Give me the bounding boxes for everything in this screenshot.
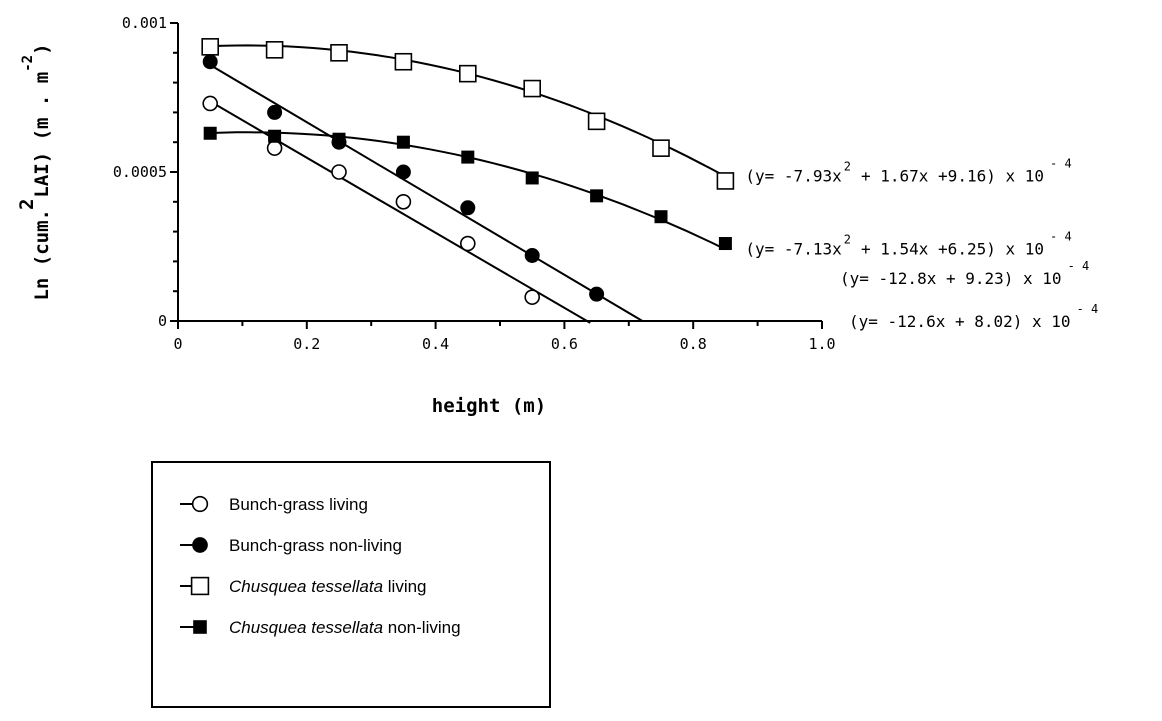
x-tick-label: 0.4 [422, 335, 449, 353]
legend-item: Bunch-grass living [180, 495, 368, 514]
data-point-series-4 [332, 132, 346, 146]
y-axis-title: Ln (cum. LAI) (m . m-2) [20, 43, 53, 300]
legend-items: Bunch-grass living Bunch-grass non-living… [180, 495, 461, 637]
legend-item: Bunch-grass non-living [180, 536, 402, 555]
data-point-series-2 [202, 54, 218, 70]
x-tick-label: 0.2 [293, 335, 320, 353]
data-point-series-4 [268, 129, 282, 143]
equation-series-1: (y= -12.6x + 8.02) x 10 - 4 [849, 302, 1098, 331]
data-point-series-1 [524, 289, 541, 305]
equation-text: (y= -12.8x + 9.23) x 10 [840, 269, 1062, 288]
y-axis-title-sup: 2 [16, 199, 38, 210]
equation-exponent: - 4 [1050, 229, 1072, 243]
legend-item: Chusquea tessellata living [180, 576, 427, 596]
legend-box [151, 461, 551, 708]
legend-label: Chusquea tessellata living [229, 577, 427, 596]
equations: (y= -12.6x + 8.02) x 10- 4(y= -12.8x + 9… [745, 156, 1098, 331]
equation-series-2: (y= -12.8x + 9.23) x 10 - 4 [840, 259, 1089, 288]
data-point-series-4 [525, 171, 539, 185]
legend-marker [193, 620, 207, 634]
equation-series-4: (y= -7.13x + 1.54x +6.25) x 102 - 4 [745, 229, 1071, 258]
data-point-series-3 [394, 52, 413, 71]
data-point-series-1 [459, 235, 476, 252]
equation-exponent: - 4 [1068, 259, 1090, 273]
fit-line-series-4 [210, 131, 726, 251]
equation-exponent: - 4 [1077, 302, 1099, 316]
data-point-series-1 [331, 164, 347, 180]
data-point-series-4 [718, 237, 732, 251]
x-tick-label: 0.8 [680, 335, 707, 353]
data-point-series-4 [396, 135, 410, 149]
y-tick-label: 0.001 [122, 14, 167, 32]
data-point-series-2 [524, 247, 540, 263]
fit-line-series-2 [209, 64, 644, 323]
y-axis-title-group: Ln (cum. LAI) (m . m-2) 2 [16, 43, 53, 300]
legend-marker [191, 495, 209, 513]
data-markers [201, 38, 735, 305]
data-point-series-4 [203, 126, 217, 140]
fit-lines [209, 44, 726, 324]
y-tick-label: 0 [158, 312, 167, 330]
y-tick-label: 0.0005 [113, 163, 167, 181]
data-point-series-2 [267, 104, 283, 120]
data-point-series-2 [589, 286, 605, 302]
data-point-series-3 [652, 139, 670, 157]
equation-text: (y= -7.13x + 1.54x +6.25) x 10 [745, 239, 1044, 258]
legend-label: Chusquea tessellata non-living [229, 618, 461, 637]
data-point-series-1 [266, 140, 283, 156]
equation-text: (y= -12.6x + 8.02) x 10 [849, 312, 1071, 331]
data-point-series-2 [460, 200, 476, 216]
data-point-series-3 [458, 64, 477, 83]
equation-exponent: - 4 [1050, 156, 1072, 170]
equation-text: (y= -7.93x + 1.67x +9.16) x 10 [745, 166, 1044, 185]
legend: Bunch-grass living Bunch-grass non-living… [151, 461, 551, 708]
data-point-series-1 [202, 95, 218, 112]
equation-series-3: (y= -7.93x + 1.67x +9.16) x 102 - 4 [745, 156, 1071, 185]
data-point-series-4 [590, 189, 604, 203]
data-point-series-4 [654, 210, 668, 224]
axes: 0 0.2 0.4 0.6 0.8 1.0 0 0.0005 0.001 [113, 14, 836, 353]
legend-marker [192, 537, 208, 553]
data-point-series-3 [201, 38, 219, 56]
data-point-series-1 [395, 194, 412, 210]
data-point-series-3 [716, 172, 735, 190]
data-point-series-3 [523, 79, 542, 98]
x-tick-label: 0 [173, 335, 182, 353]
data-point-series-3 [265, 41, 284, 59]
legend-label: Bunch-grass non-living [229, 536, 402, 555]
data-point-series-4 [461, 150, 475, 164]
equation-sup: 2 [844, 159, 851, 173]
equation-sup: 2 [844, 232, 851, 246]
x-tick-label: 1.0 [808, 335, 835, 353]
data-point-series-3 [587, 112, 606, 131]
x-tick-label: 0.6 [551, 335, 578, 353]
x-axis-title: height (m) [432, 395, 546, 417]
data-point-series-3 [330, 43, 348, 62]
legend-marker [190, 576, 210, 596]
legend-item: Chusquea tessellata non-living [180, 618, 461, 637]
data-point-series-2 [395, 164, 411, 180]
legend-label: Bunch-grass living [229, 495, 368, 514]
